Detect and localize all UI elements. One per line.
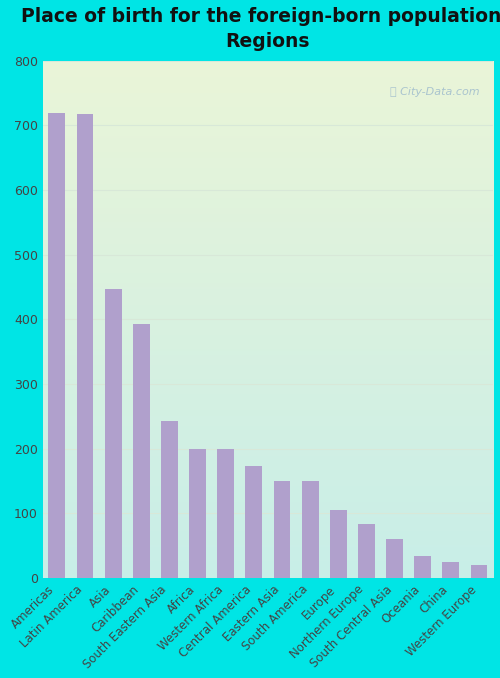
Bar — [76, 114, 94, 578]
Bar — [386, 540, 403, 578]
Bar — [470, 565, 488, 578]
Bar — [330, 511, 346, 578]
Text: ⓘ City-Data.com: ⓘ City-Data.com — [390, 87, 480, 97]
Bar — [161, 421, 178, 578]
Bar — [442, 562, 460, 578]
Bar — [189, 449, 206, 578]
Bar — [414, 555, 431, 578]
Bar — [246, 466, 262, 578]
Bar — [133, 324, 150, 578]
Bar — [104, 289, 122, 578]
Bar — [48, 113, 66, 578]
Bar — [218, 450, 234, 578]
Title: Place of birth for the foreign-born population -
Regions: Place of birth for the foreign-born popu… — [20, 7, 500, 51]
Bar — [302, 481, 318, 578]
Bar — [358, 525, 375, 578]
Bar — [274, 481, 290, 578]
